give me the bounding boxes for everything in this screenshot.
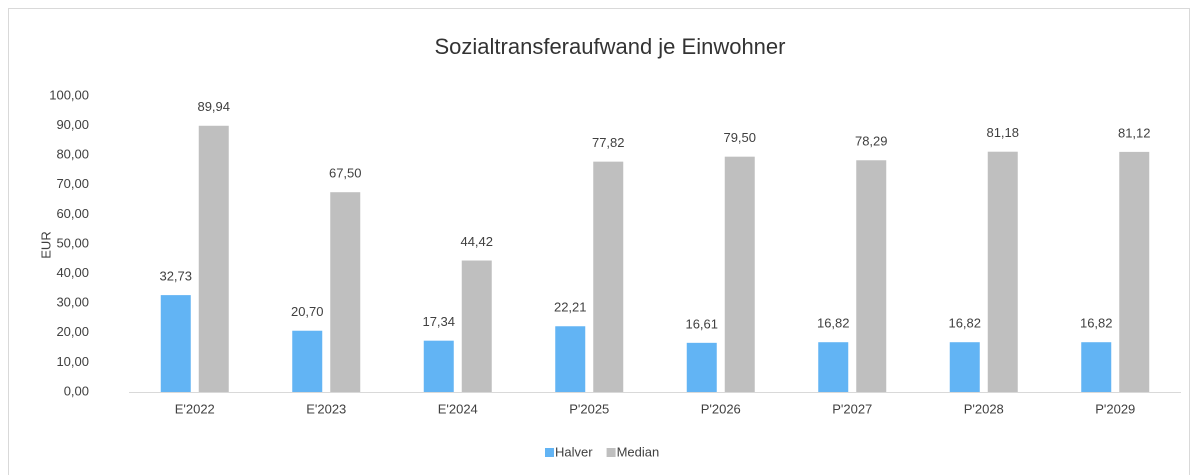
bar <box>818 342 849 392</box>
bar <box>949 342 980 392</box>
value-label: 32,73 <box>159 269 192 284</box>
value-label: 20,70 <box>291 304 324 319</box>
x-tick-label: E'2024 <box>438 401 478 416</box>
chart-title: Sozialtransferaufwand je Einwohner <box>435 34 786 59</box>
x-tick-label: P'2025 <box>569 401 609 416</box>
x-tick-label: P'2026 <box>701 401 741 416</box>
value-label: 17,34 <box>422 314 455 329</box>
bar <box>1119 151 1150 392</box>
value-label: 22,21 <box>554 300 587 315</box>
x-tick-label: E'2022 <box>175 401 215 416</box>
legend-swatch <box>545 448 554 457</box>
value-label: 67,50 <box>329 166 362 181</box>
value-label: 89,94 <box>197 99 230 114</box>
value-label: 16,82 <box>1080 316 1113 331</box>
bar <box>856 160 887 392</box>
y-tick-label: 50,00 <box>56 235 89 250</box>
bar <box>423 340 454 392</box>
y-tick-label: 60,00 <box>56 206 89 221</box>
y-tick-label: 80,00 <box>56 147 89 162</box>
y-tick-label: 40,00 <box>56 265 89 280</box>
bar <box>686 342 717 392</box>
value-label: 79,50 <box>723 130 756 145</box>
value-label: 16,61 <box>685 316 718 331</box>
x-tick-label: E'2023 <box>306 401 346 416</box>
value-label: 44,42 <box>460 234 493 249</box>
legend-label: Median <box>617 444 660 459</box>
bar <box>1081 342 1112 392</box>
y-axis-label: EUR <box>38 231 53 258</box>
bar <box>593 161 624 392</box>
bar <box>461 260 492 392</box>
y-tick-label: 0,00 <box>64 383 89 398</box>
y-tick-label: 70,00 <box>56 176 89 191</box>
x-tick-label: P'2027 <box>832 401 872 416</box>
bar <box>330 192 361 392</box>
value-label: 81,18 <box>986 125 1019 140</box>
legend-swatch <box>606 448 616 457</box>
y-tick-label: 30,00 <box>56 295 89 310</box>
x-tick-label: P'2029 <box>1095 401 1135 416</box>
bar <box>555 326 586 392</box>
bar <box>292 330 323 392</box>
bar <box>724 156 755 392</box>
y-tick-label: 20,00 <box>56 324 89 339</box>
y-tick-label: 100,00 <box>49 87 89 102</box>
bar <box>160 295 191 392</box>
bar <box>198 125 229 393</box>
x-tick-label: P'2028 <box>964 401 1004 416</box>
y-tick-label: 10,00 <box>56 354 89 369</box>
legend-label: Halver <box>555 444 593 459</box>
bar <box>987 151 1018 392</box>
value-label: 77,82 <box>592 135 625 150</box>
value-label: 78,29 <box>855 134 888 149</box>
value-label: 81,12 <box>1118 125 1151 140</box>
y-tick-label: 90,00 <box>56 117 89 132</box>
value-label: 16,82 <box>948 316 981 331</box>
value-label: 16,82 <box>817 316 850 331</box>
